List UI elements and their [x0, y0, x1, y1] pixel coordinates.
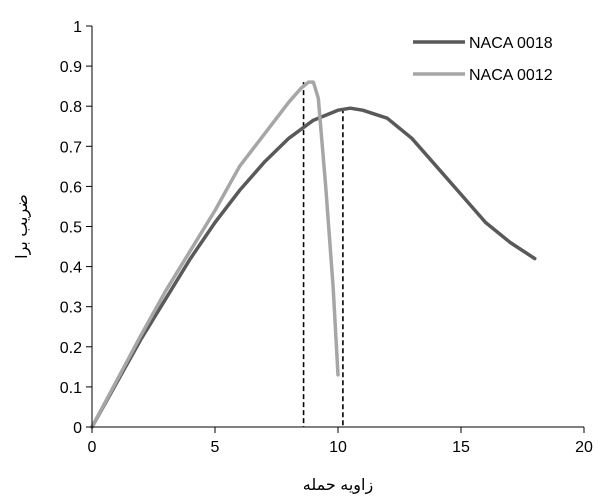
series-line-naca-0018: [90, 106, 537, 429]
legend-label: NACA 0018: [469, 35, 553, 52]
x-tick-label: 5: [211, 439, 220, 456]
x-tick-label: 20: [575, 439, 593, 456]
y-tick-label: 1: [73, 19, 82, 36]
y-tick-label: 0.3: [60, 300, 82, 317]
x-tick-label: 0: [88, 439, 97, 456]
y-tick-label: 0.4: [60, 260, 82, 277]
y-axis-label: ضریب برا: [14, 194, 32, 259]
y-tick-label: 0.6: [60, 179, 82, 196]
legend: NACA 0018 NACA 0012: [413, 35, 553, 84]
y-tick-label: 0.2: [60, 340, 82, 357]
y-tick-label: 0.9: [60, 59, 82, 76]
x-tick-label: 15: [452, 439, 470, 456]
y-ticks: 0 0.1 0.2 0.3 0.4 0.5 0.6 0.7 0.8 0.9 1: [60, 19, 92, 437]
x-ticks: 0 5 10 15 20: [88, 427, 593, 456]
reference-lines: [302, 82, 344, 427]
y-tick-label: 0.8: [60, 99, 82, 116]
legend-label: NACA 0012: [469, 67, 553, 84]
x-axis-label: زاویه حمله: [303, 477, 373, 495]
series-lines: [90, 80, 537, 429]
y-tick-label: 0.1: [60, 380, 82, 397]
y-tick-label: 0: [73, 420, 82, 437]
x-tick-label: 10: [329, 439, 347, 456]
series-line-naca-0012: [90, 80, 340, 429]
y-tick-label: 0.5: [60, 220, 82, 237]
y-tick-label: 0.7: [60, 139, 82, 156]
